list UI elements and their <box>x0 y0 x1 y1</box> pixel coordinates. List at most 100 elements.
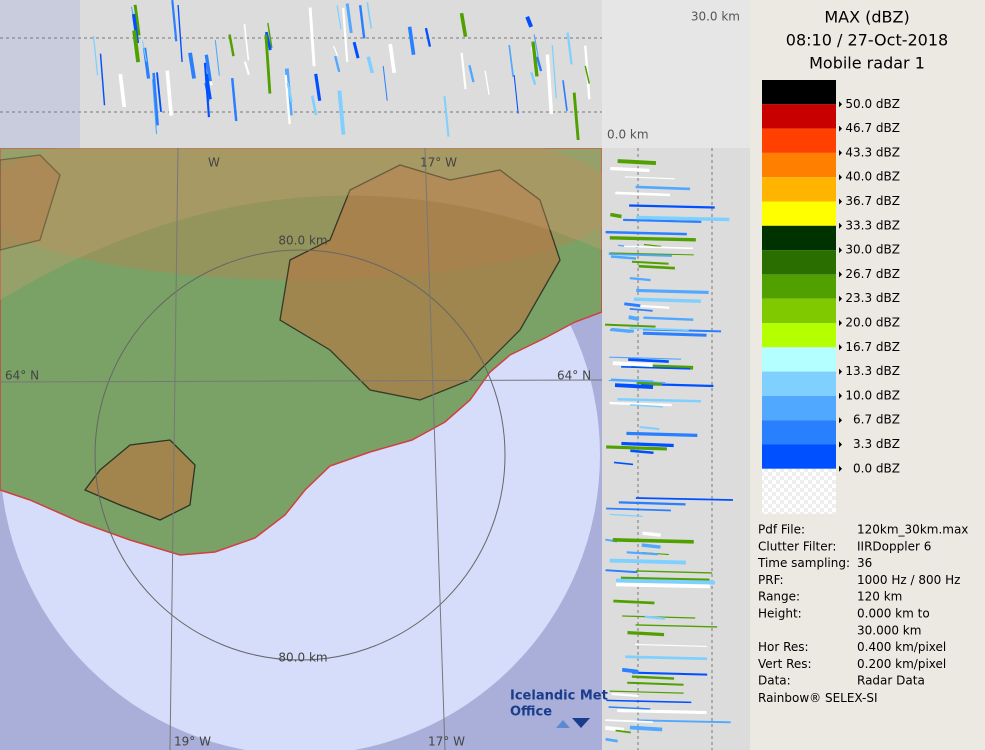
echo <box>177 4 183 63</box>
logo-mark <box>572 718 590 728</box>
footer: Rainbow® SELEX-SI <box>758 691 878 705</box>
legend-label: 46.7 dBZ <box>845 121 900 135</box>
echo <box>609 401 672 407</box>
echo <box>342 7 349 62</box>
header-line: MAX (dBZ) <box>824 8 909 27</box>
echo <box>243 61 250 76</box>
echo <box>204 54 212 82</box>
echo <box>609 236 696 242</box>
echo <box>631 260 669 265</box>
legend-swatch <box>762 371 836 396</box>
legend-tick <box>839 101 842 108</box>
info-label: Range: <box>758 590 800 604</box>
info-label: Time sampling: <box>757 556 850 570</box>
echo <box>615 191 671 197</box>
legend-label: 20.0 dBZ <box>845 316 900 330</box>
corner <box>602 0 750 148</box>
echo <box>630 449 654 455</box>
glacier <box>83 439 196 521</box>
glacier <box>0 154 61 251</box>
echo <box>533 34 539 57</box>
legend-swatch <box>762 298 836 323</box>
info-label: Data: <box>758 674 791 688</box>
echo <box>484 70 490 95</box>
echo <box>612 361 653 367</box>
echo <box>627 631 665 637</box>
legend-label: 33.3 dBZ <box>845 218 900 232</box>
echo <box>613 461 634 466</box>
info-label: Vert Res: <box>758 657 812 671</box>
echo <box>366 2 373 29</box>
logo-mark <box>556 720 570 728</box>
legend-swatch <box>762 323 836 348</box>
echo <box>388 43 397 74</box>
echo <box>460 52 467 90</box>
legend-label: 40.0 dBZ <box>845 170 900 184</box>
echo-streaks <box>92 0 733 743</box>
legend-label: 50.0 dBZ <box>845 97 900 111</box>
echo <box>643 316 694 321</box>
echo <box>636 215 730 222</box>
echo <box>604 323 656 328</box>
echo <box>624 176 675 180</box>
echo <box>605 719 653 723</box>
info-label: Hor Res: <box>758 640 809 654</box>
echo <box>617 159 657 166</box>
echo <box>572 92 580 141</box>
echo <box>366 56 374 74</box>
echo <box>545 54 554 115</box>
echo <box>635 497 733 501</box>
legend-swatch <box>762 420 836 445</box>
echo <box>629 725 663 732</box>
echo <box>629 276 651 282</box>
echo <box>609 356 682 360</box>
echo <box>610 378 654 383</box>
legend-swatch <box>762 152 836 178</box>
echo <box>230 78 238 122</box>
echo <box>613 599 655 605</box>
echo <box>424 27 432 47</box>
echo <box>118 73 127 108</box>
echo <box>621 365 691 370</box>
meridian <box>169 148 179 750</box>
map-label: 19° W <box>174 735 211 749</box>
logo: Icelandic Met Office <box>510 689 608 728</box>
legend-swatch <box>762 225 836 251</box>
echo <box>626 551 658 556</box>
echo <box>632 671 708 676</box>
echo <box>608 379 666 383</box>
info-label: Pdf File: <box>758 523 805 537</box>
info-value: 30.000 km <box>857 623 921 637</box>
info-value: Radar Data <box>857 674 925 688</box>
echo <box>618 501 686 506</box>
echo <box>610 255 637 260</box>
echo <box>633 297 701 303</box>
legend-label: 6.7 dBZ <box>853 413 900 427</box>
echo <box>286 82 293 103</box>
echo <box>332 45 339 57</box>
echo <box>635 570 713 574</box>
echo <box>635 185 691 191</box>
echo <box>636 719 731 724</box>
legend-label: 10.0 dBZ <box>845 388 900 402</box>
info-value: 0.400 km/pixel <box>857 640 946 654</box>
info-value: 0.200 km/pixel <box>857 657 946 671</box>
echo <box>334 55 341 73</box>
echo <box>188 52 196 79</box>
top-section-edge <box>0 0 80 148</box>
echo <box>629 204 715 209</box>
echo <box>624 302 641 308</box>
echo <box>610 252 694 256</box>
info-value: 120km_30km.max <box>857 523 968 537</box>
map-label: 80.0 km <box>278 234 327 248</box>
legend-empty <box>762 468 836 514</box>
echo <box>629 327 689 332</box>
info-value: 0.000 km to <box>857 607 930 621</box>
echo <box>617 709 707 715</box>
echo <box>443 96 450 137</box>
echo <box>264 34 272 94</box>
echo <box>337 90 346 135</box>
echo <box>165 70 174 116</box>
echo <box>459 12 468 37</box>
